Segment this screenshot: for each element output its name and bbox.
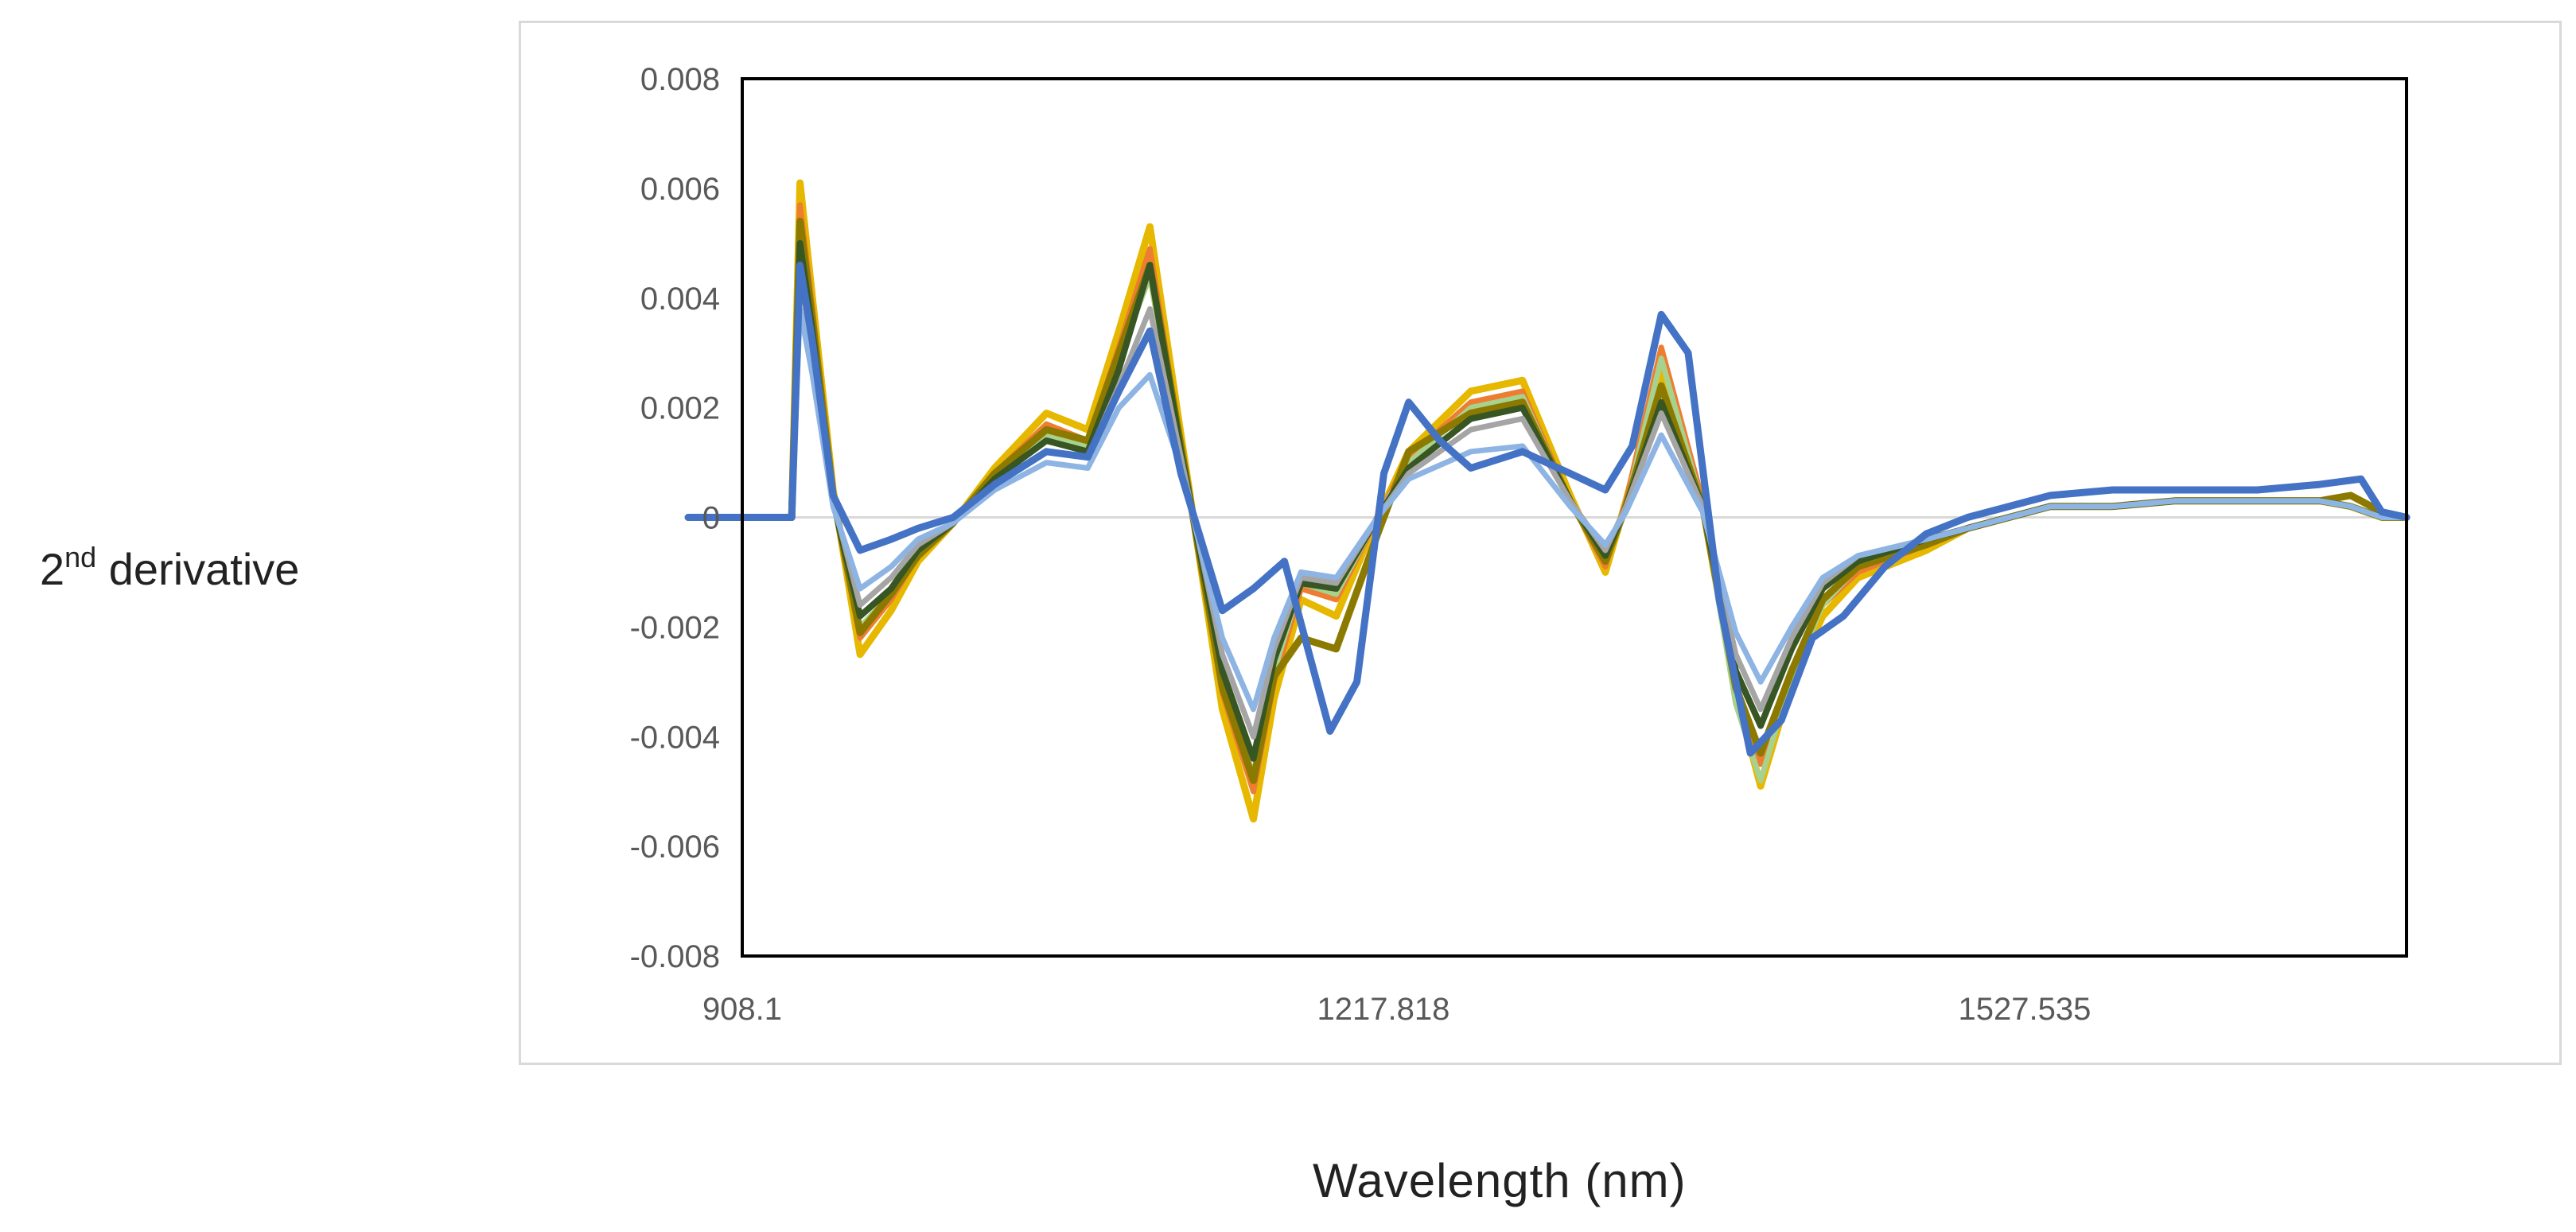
series-line-sample-blue-outlier [684, 261, 2411, 757]
y-axis-label-main: 2 [40, 544, 65, 594]
plot-border [741, 77, 2408, 958]
series-line-sample-light-blue [685, 306, 2410, 713]
y-tick-label: 0.004 [640, 282, 720, 317]
y-tick-label: -0.008 [630, 939, 720, 974]
y-axis-label: 2nd derivative [40, 541, 299, 595]
x-axis-ticks: 908.1 1217.818 1527.535 [702, 992, 2091, 1027]
x-tick-label: 908.1 [702, 992, 782, 1027]
y-tick-label: -0.002 [630, 610, 720, 645]
y-tick-label: 0.002 [640, 391, 720, 426]
y-axis-label-rest: derivative [96, 544, 300, 594]
y-tick-label: -0.004 [630, 720, 720, 755]
x-tick-label: 1527.535 [1959, 992, 2092, 1027]
x-tick-label: 1217.818 [1317, 992, 1450, 1027]
y-axis-label-sup: nd [64, 541, 97, 573]
x-axis-label: Wavelength (nm) [1313, 1154, 1687, 1207]
series-line-sample-orange [685, 202, 2410, 795]
y-tick-label: 0.008 [640, 62, 720, 97]
chart-frame: 0.008 0.006 0.004 0.002 0 -0.002 -0.004 -0.006 -… [519, 21, 2562, 1065]
series-layer [684, 179, 2411, 823]
y-tick-label: -0.006 [630, 830, 720, 865]
y-tick-label: 0.006 [640, 172, 720, 207]
y-tick-label: 0 [702, 501, 720, 536]
y-axis-ticks: 0.008 0.006 0.004 0.002 0 -0.002 -0.004 -0.006 -… [630, 62, 720, 974]
chart-svg: 0.008 0.006 0.004 0.002 0 -0.002 -0.004 -0.006 -… [630, 62, 2411, 1027]
